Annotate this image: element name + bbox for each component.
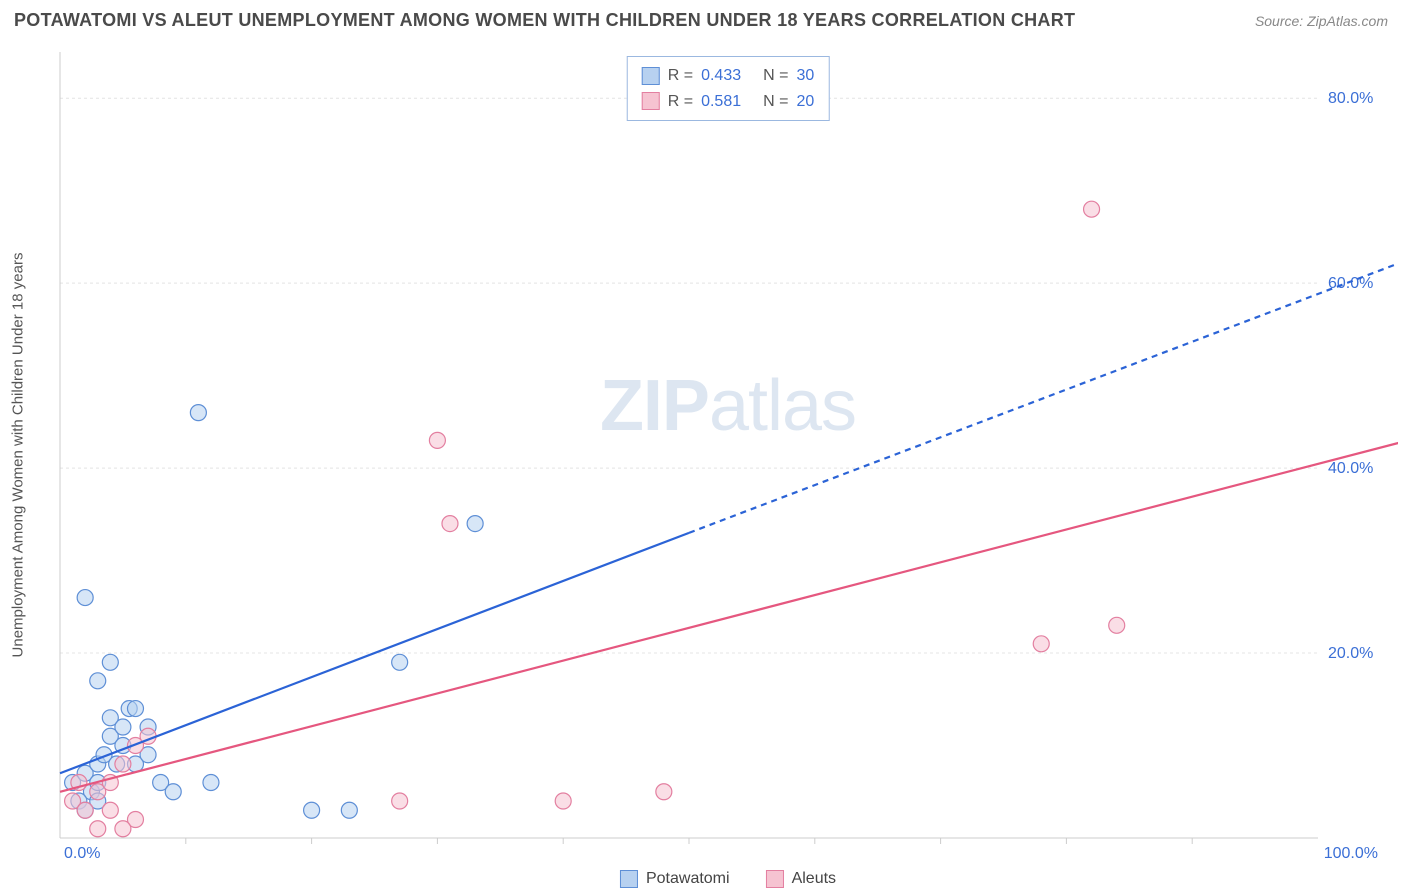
plot-region: 20.0%40.0%60.0%80.0%0.0%100.0% ZIPatlas …	[58, 48, 1398, 862]
y-axis-label: Unemployment Among Women with Children U…	[10, 253, 27, 658]
series-swatch	[642, 67, 660, 85]
n-label: N =	[763, 63, 788, 89]
r-label: R =	[668, 63, 693, 89]
legend-label: Aleuts	[792, 870, 836, 888]
series-legend: Potawatomi Aleuts	[620, 870, 836, 888]
stats-legend-box: R = 0.433 N = 30 R = 0.581 N = 20	[627, 56, 830, 121]
r-value: 0.433	[701, 63, 741, 89]
svg-text:60.0%: 60.0%	[1328, 275, 1373, 292]
stats-row: R = 0.581 N = 20	[642, 89, 815, 115]
stats-row: R = 0.433 N = 30	[642, 63, 815, 89]
legend-swatch	[766, 870, 784, 888]
series-swatch	[642, 92, 660, 110]
svg-text:20.0%: 20.0%	[1328, 645, 1373, 662]
legend-item: Potawatomi	[620, 870, 730, 888]
legend-item: Aleuts	[766, 870, 836, 888]
r-value: 0.581	[701, 89, 741, 115]
svg-text:40.0%: 40.0%	[1328, 460, 1373, 477]
n-label: N =	[763, 89, 788, 115]
svg-text:0.0%: 0.0%	[64, 845, 100, 862]
chart-area: Unemployment Among Women with Children U…	[48, 48, 1398, 862]
n-value: 20	[796, 89, 814, 115]
r-label: R =	[668, 89, 693, 115]
svg-text:80.0%: 80.0%	[1328, 90, 1373, 107]
svg-text:100.0%: 100.0%	[1324, 845, 1378, 862]
n-value: 30	[796, 63, 814, 89]
chart-title: POTAWATOMI VS ALEUT UNEMPLOYMENT AMONG W…	[14, 10, 1075, 31]
source-attribution: Source: ZipAtlas.com	[1255, 13, 1388, 29]
legend-label: Potawatomi	[646, 870, 730, 888]
title-bar: POTAWATOMI VS ALEUT UNEMPLOYMENT AMONG W…	[0, 0, 1406, 41]
scatter-svg: 20.0% 40.0% 60.0% 80.0% 0.0% 100.0%	[58, 48, 1398, 862]
legend-swatch	[620, 870, 638, 888]
